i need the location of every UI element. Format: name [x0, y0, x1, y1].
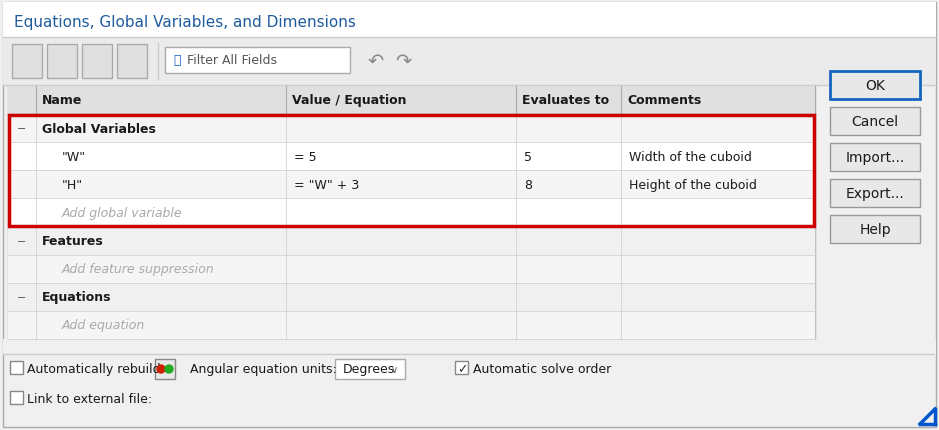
Text: ∨: ∨: [391, 364, 398, 374]
FancyBboxPatch shape: [10, 391, 23, 404]
FancyBboxPatch shape: [8, 87, 815, 339]
FancyBboxPatch shape: [3, 3, 936, 427]
Text: Import...: Import...: [845, 150, 904, 165]
Text: −: −: [17, 124, 26, 134]
FancyBboxPatch shape: [12, 45, 42, 79]
Text: Features: Features: [42, 234, 103, 248]
Text: Angular equation units:: Angular equation units:: [190, 362, 337, 376]
FancyBboxPatch shape: [8, 199, 815, 227]
Circle shape: [165, 365, 173, 373]
Text: Cancel: Cancel: [852, 115, 899, 129]
Text: Help: Help: [859, 222, 891, 236]
Text: OK: OK: [865, 79, 885, 93]
Circle shape: [157, 365, 165, 373]
FancyBboxPatch shape: [8, 283, 815, 311]
FancyBboxPatch shape: [8, 227, 815, 255]
Text: Equations: Equations: [42, 291, 112, 304]
Text: Width of the cuboid: Width of the cuboid: [629, 150, 752, 163]
Text: −: −: [17, 236, 26, 246]
Text: "H": "H": [62, 178, 84, 191]
FancyBboxPatch shape: [335, 359, 405, 379]
Text: Degrees: Degrees: [343, 362, 395, 376]
FancyBboxPatch shape: [830, 215, 920, 243]
Text: Add feature suppression: Add feature suppression: [62, 263, 215, 276]
FancyBboxPatch shape: [830, 180, 920, 208]
FancyBboxPatch shape: [830, 72, 920, 100]
FancyBboxPatch shape: [830, 108, 920, 136]
FancyBboxPatch shape: [8, 171, 815, 199]
FancyBboxPatch shape: [82, 45, 112, 79]
FancyBboxPatch shape: [8, 115, 815, 143]
Text: Name: Name: [42, 94, 83, 107]
Text: Evaluates to: Evaluates to: [522, 94, 609, 107]
Text: Comments: Comments: [627, 94, 701, 107]
Text: Height of the cuboid: Height of the cuboid: [629, 178, 757, 191]
FancyBboxPatch shape: [155, 359, 175, 379]
Text: = 5: = 5: [294, 150, 316, 163]
FancyBboxPatch shape: [8, 87, 815, 115]
Text: 5: 5: [524, 150, 532, 163]
FancyBboxPatch shape: [10, 361, 23, 374]
Text: Automatically rebuild: Automatically rebuild: [27, 362, 161, 376]
FancyBboxPatch shape: [47, 45, 77, 79]
Text: ↶: ↶: [368, 51, 384, 71]
FancyBboxPatch shape: [8, 143, 815, 171]
Text: Link to external file:: Link to external file:: [27, 393, 152, 405]
FancyBboxPatch shape: [455, 361, 468, 374]
Text: 8: 8: [524, 178, 532, 191]
Text: ⫝: ⫝: [173, 54, 180, 68]
FancyBboxPatch shape: [165, 48, 350, 74]
Text: Add equation: Add equation: [62, 319, 146, 332]
FancyBboxPatch shape: [3, 339, 936, 354]
Text: Add global variable: Add global variable: [62, 206, 182, 219]
Text: ↷: ↷: [395, 51, 411, 71]
Text: Value / Equation: Value / Equation: [292, 94, 407, 107]
FancyBboxPatch shape: [117, 45, 147, 79]
Text: Filter All Fields: Filter All Fields: [187, 54, 277, 68]
Text: Equations, Global Variables, and Dimensions: Equations, Global Variables, and Dimensi…: [14, 15, 356, 29]
FancyBboxPatch shape: [8, 311, 815, 339]
Text: Global Variables: Global Variables: [42, 122, 156, 135]
FancyBboxPatch shape: [3, 38, 936, 86]
FancyBboxPatch shape: [8, 255, 815, 283]
Text: Export...: Export...: [846, 187, 904, 200]
Text: "W": "W": [62, 150, 86, 163]
Text: = "W" + 3: = "W" + 3: [294, 178, 360, 191]
Text: −: −: [17, 292, 26, 302]
Text: ✓: ✓: [457, 362, 468, 376]
FancyBboxPatch shape: [3, 3, 936, 38]
FancyBboxPatch shape: [830, 144, 920, 172]
Text: Automatic solve order: Automatic solve order: [473, 362, 611, 376]
